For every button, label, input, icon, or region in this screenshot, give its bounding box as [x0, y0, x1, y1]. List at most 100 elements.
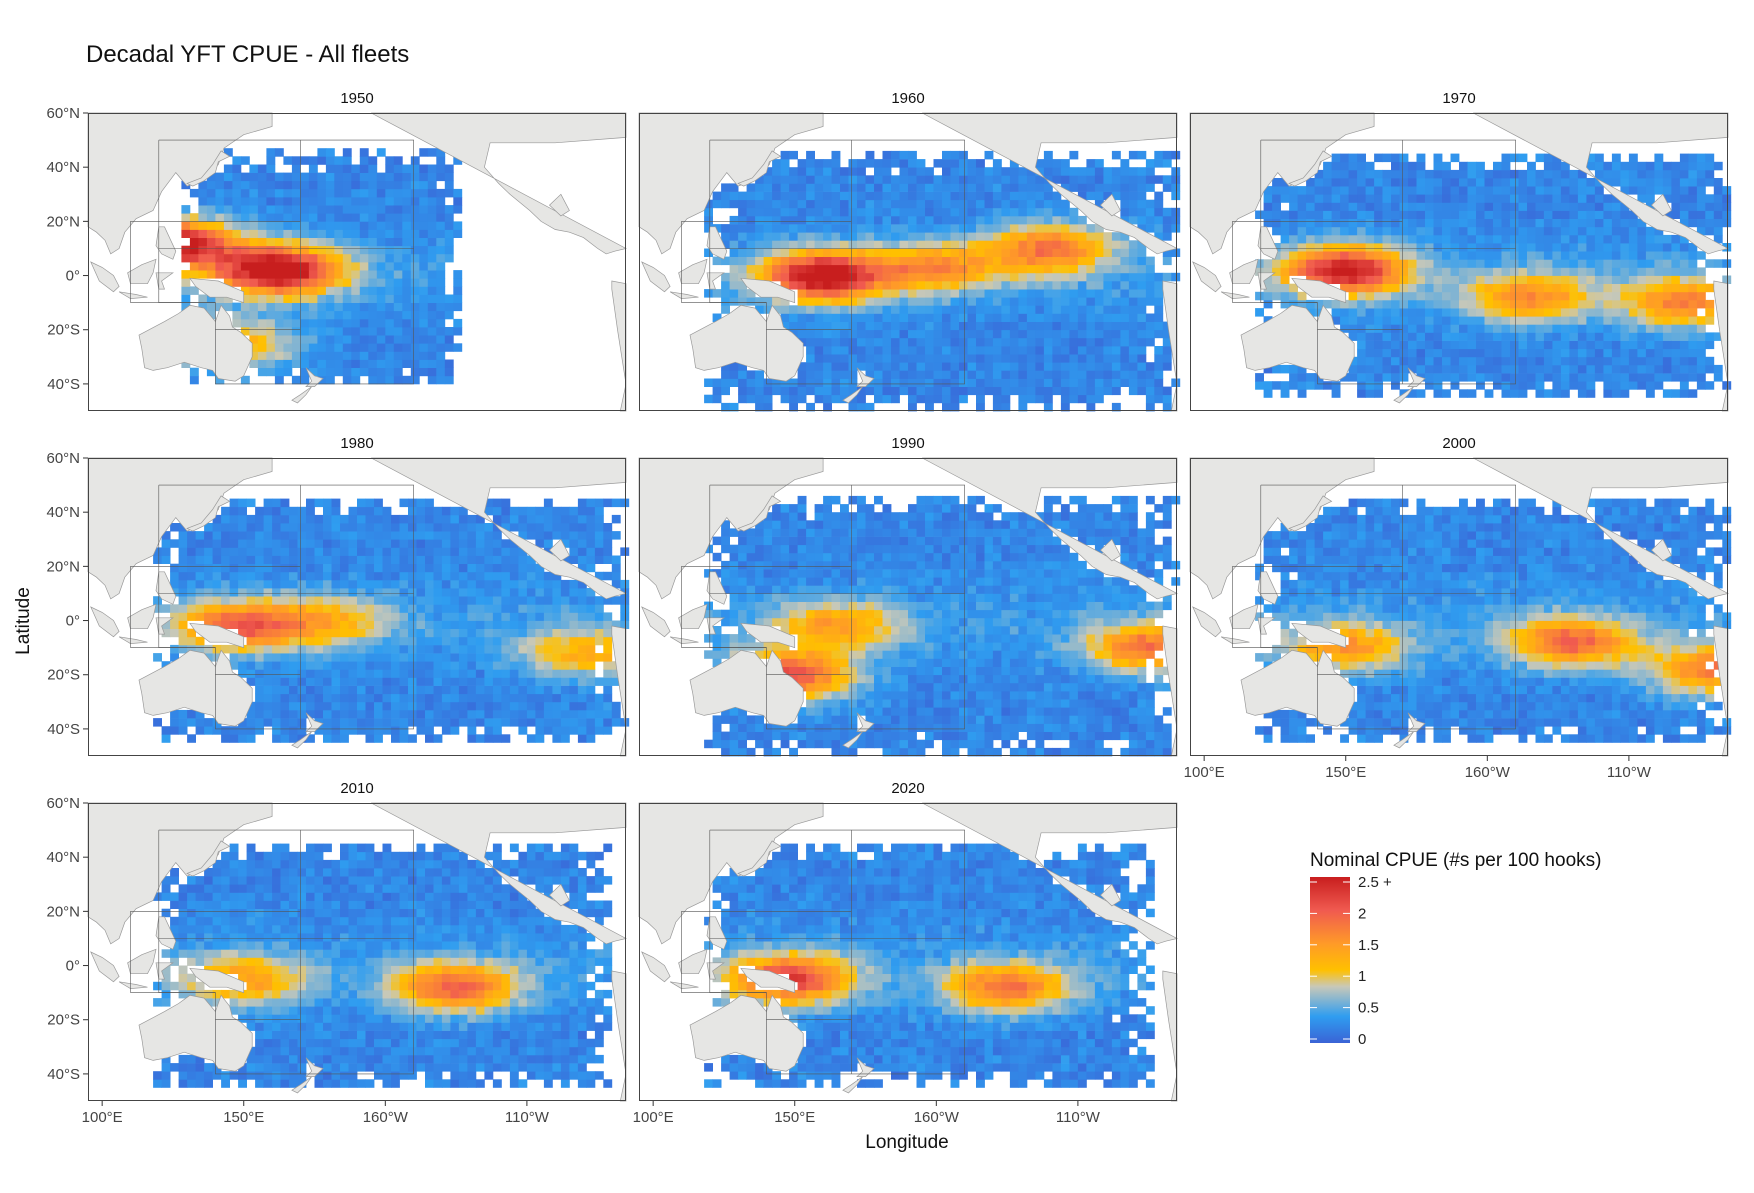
cpue-cell — [509, 579, 519, 589]
cpue-cell — [340, 596, 349, 605]
cpue-cell — [857, 297, 866, 306]
cpue-cell — [266, 286, 276, 295]
cpue-cell — [306, 685, 315, 695]
cpue-cell — [436, 310, 446, 320]
cpue-cell — [368, 229, 378, 238]
cpue-cell — [300, 351, 310, 360]
cpue-cell — [467, 677, 477, 686]
cpue-cell — [255, 718, 264, 727]
cpue-cell — [1577, 299, 1587, 309]
cpue-cell — [1543, 251, 1553, 260]
cpue-cell — [1111, 402, 1121, 412]
cpue-cell — [1001, 354, 1011, 363]
cpue-cell — [1527, 291, 1536, 301]
cpue-cell — [1026, 378, 1036, 387]
cpue-cell — [1009, 281, 1019, 290]
cpue-cell — [526, 734, 536, 743]
cpue-cell — [1009, 370, 1019, 379]
cpue-cell — [1603, 234, 1613, 244]
cpue-cell — [1094, 248, 1104, 257]
cpue-cell — [263, 563, 273, 573]
land-masses — [1189, 112, 1729, 412]
cpue-cell — [153, 718, 162, 727]
cpue-cell — [501, 498, 511, 508]
cpue-cell — [475, 653, 485, 662]
cpue-cell — [274, 270, 284, 279]
cpue-cell — [1374, 381, 1383, 390]
cpue-cell — [1476, 332, 1485, 341]
cpue-cell — [865, 183, 875, 192]
cpue-cell — [1043, 191, 1053, 201]
cpue-cell — [518, 596, 528, 605]
cpue-cell — [1688, 356, 1698, 366]
cpue-cell — [1272, 218, 1281, 228]
cpue-cell — [280, 693, 290, 703]
cpue-cell — [552, 669, 562, 678]
cpue-cell — [419, 318, 429, 328]
cpue-cell — [1493, 194, 1502, 203]
cpue-cell — [246, 588, 256, 597]
cpue-cell — [1518, 348, 1528, 358]
cpue-cell — [223, 188, 233, 198]
cpue-cell — [229, 726, 239, 735]
cpue-cell — [814, 215, 824, 225]
cpue-cell — [399, 620, 409, 629]
cpue-cell — [1543, 283, 1553, 293]
cpue-cell — [283, 343, 293, 352]
cpue-cell — [789, 394, 798, 404]
cpue-cell — [297, 588, 307, 597]
cpue-cell — [1671, 389, 1681, 398]
cpue-cell — [789, 224, 798, 233]
cpue-cell — [1086, 240, 1096, 249]
cpue-cell — [509, 596, 519, 605]
cpue-cell — [950, 329, 960, 339]
cpue-cell — [1416, 389, 1426, 398]
cpue-cell — [1501, 210, 1511, 219]
cpue-cell — [317, 294, 327, 303]
cpue-cell — [959, 346, 968, 355]
cpue-cell — [518, 604, 528, 613]
cpue-cell — [1416, 178, 1426, 187]
cpue-cell — [382, 701, 392, 711]
cpue-cell — [1280, 291, 1290, 301]
land-polygon — [186, 150, 231, 187]
cpue-cell — [348, 726, 358, 735]
cpue-cell — [348, 661, 358, 670]
cpue-cell — [317, 205, 327, 214]
cpue-cell — [181, 229, 191, 238]
cpue-cell — [419, 205, 429, 214]
cpue-cell — [933, 191, 943, 201]
cpue-cell — [1645, 226, 1655, 236]
cpue-cell — [950, 321, 960, 331]
cpue-cell — [1357, 356, 1366, 366]
cpue-cell — [399, 588, 409, 597]
cpue-cell — [1365, 259, 1375, 268]
cpue-cell — [1501, 226, 1511, 236]
cpue-cell — [509, 612, 519, 621]
cpue-cell — [704, 215, 713, 225]
cpue-cell — [340, 547, 349, 556]
cpue-cell — [823, 337, 832, 347]
cpue-cell — [206, 310, 216, 320]
cpue-cell — [1467, 356, 1477, 366]
cpue-cell — [458, 669, 468, 678]
cpue-cell — [1052, 256, 1062, 266]
cpue-cell — [763, 256, 773, 266]
cpue-cell — [1628, 364, 1638, 374]
cpue-cell — [317, 278, 327, 287]
cpue-cell — [306, 531, 315, 540]
cpue-cell — [1459, 324, 1468, 333]
cpue-cell — [257, 172, 267, 182]
cpue-cell — [950, 183, 960, 192]
cpue-cell — [357, 555, 366, 564]
cpue-cell — [814, 256, 824, 266]
cpue-cell — [1408, 210, 1417, 219]
cpue-cell — [1137, 150, 1147, 160]
cpue-cell — [393, 318, 403, 328]
cpue-cell — [526, 531, 536, 540]
cpue-cell — [992, 281, 1002, 290]
cpue-cell — [933, 159, 943, 168]
cpue-cell — [1306, 194, 1315, 203]
cpue-cell — [1620, 178, 1630, 187]
cpue-cell — [263, 596, 273, 605]
